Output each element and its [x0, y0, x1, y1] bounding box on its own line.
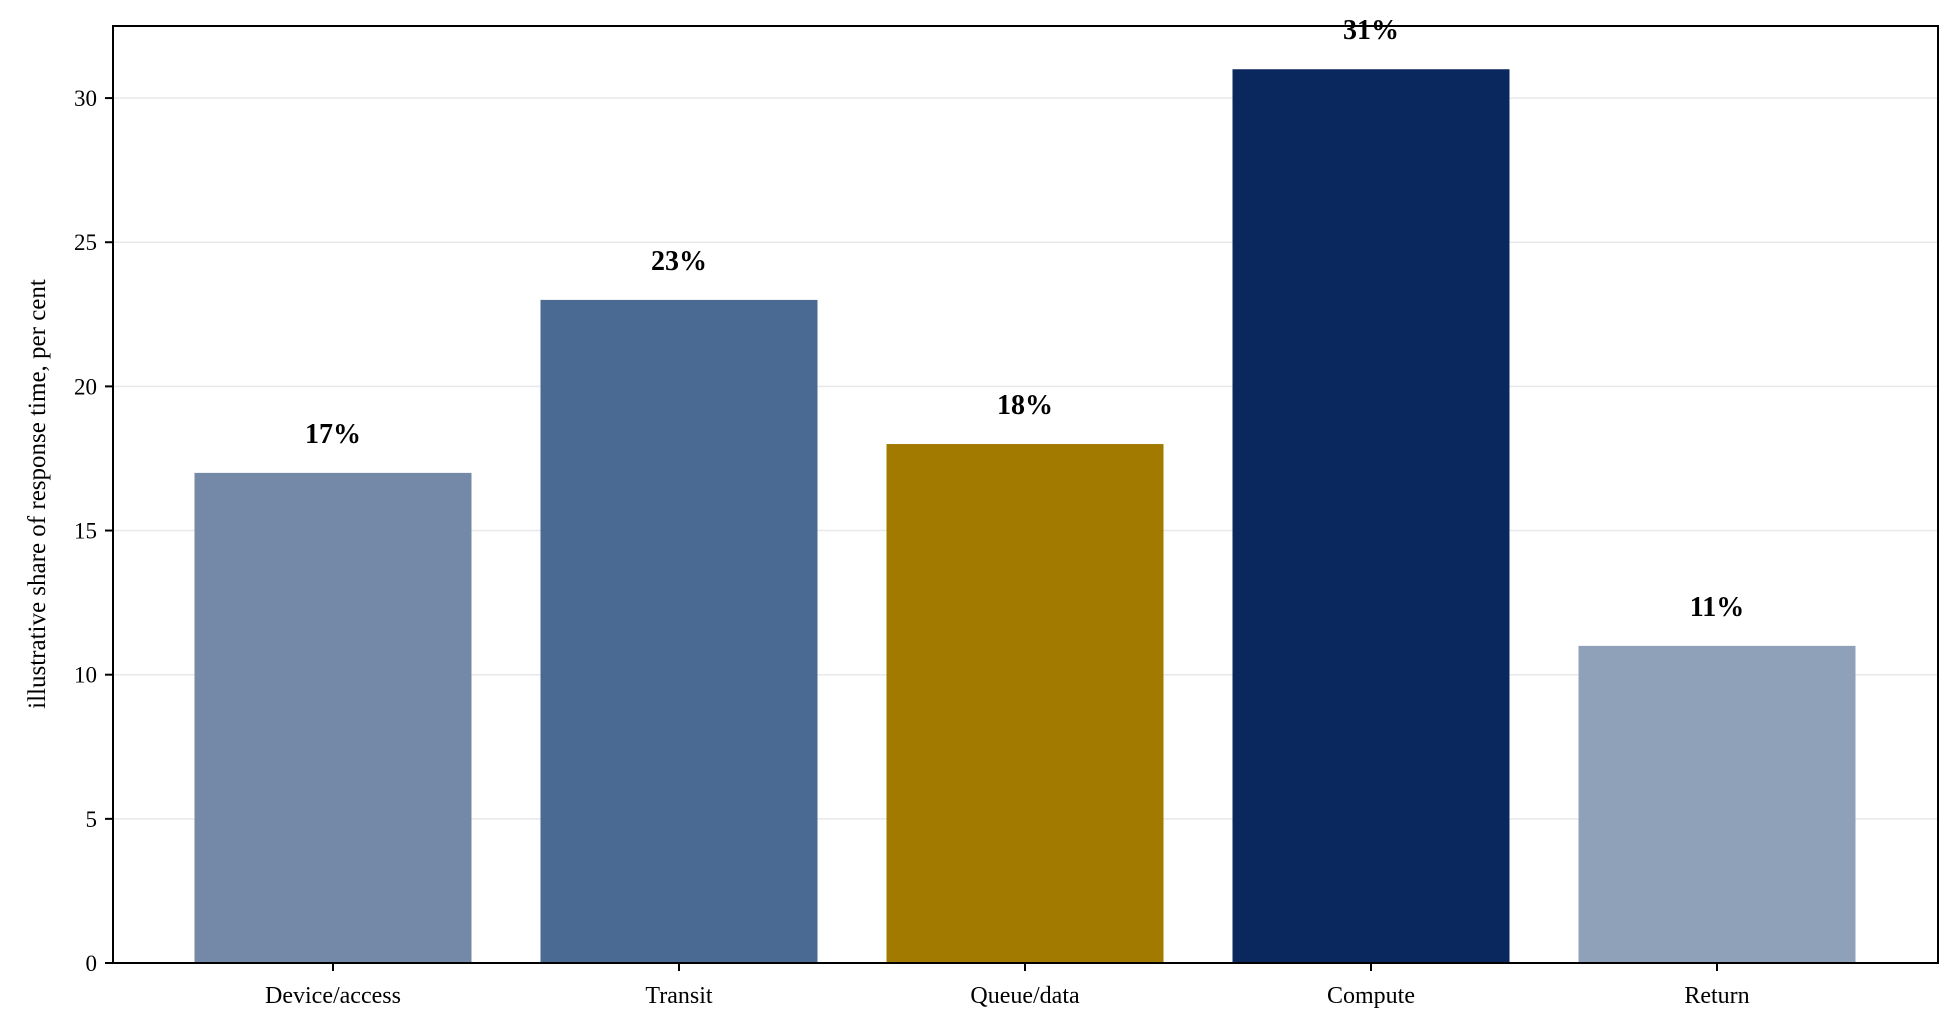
x-axis: Device/access Transit Queue/data Compute Ret… — [265, 963, 1750, 1009]
bar — [886, 444, 1164, 963]
y-tick-label: 20 — [74, 374, 97, 399]
bars — [194, 69, 1856, 963]
y-tick-label: 0 — [86, 951, 98, 976]
y-axis-label: illustrative share of response time, per… — [24, 279, 51, 709]
y-tick-label: 30 — [74, 86, 97, 111]
bar-value-label: 23% — [651, 246, 707, 277]
y-tick-label: 10 — [74, 663, 97, 688]
bar-value-label: 17% — [305, 419, 361, 450]
bar — [1578, 645, 1856, 963]
x-tick-label: Device/access — [265, 983, 401, 1009]
x-tick-label: Return — [1684, 983, 1749, 1009]
x-tick-label: Compute — [1327, 983, 1415, 1009]
y-tick-label: 5 — [86, 807, 98, 832]
x-tick-label: Queue/data — [970, 983, 1080, 1009]
y-axis: 0 5 10 15 20 25 30 — [74, 86, 113, 976]
bar-value-label: 31% — [1343, 15, 1399, 46]
y-tick-label: 15 — [74, 519, 97, 544]
data-labels: 17% 23% 18% 31% 11% — [305, 15, 1744, 623]
bar — [540, 299, 818, 963]
bar-value-label: 11% — [1690, 592, 1744, 623]
bar — [194, 472, 472, 963]
y-tick-label: 25 — [74, 230, 97, 255]
x-tick-label: Transit — [645, 983, 712, 1009]
bar-value-label: 18% — [997, 390, 1053, 421]
bar — [1232, 69, 1510, 963]
